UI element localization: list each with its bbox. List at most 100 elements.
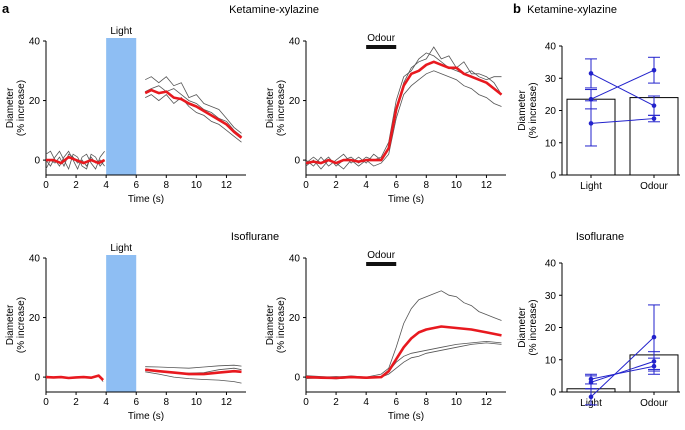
trace-line: [145, 76, 242, 134]
y-axis-label-unit: (% increase): [528, 299, 539, 355]
panel-label-a: a: [2, 1, 10, 16]
mean-trace-line: [305, 60, 503, 165]
chart-title: Ketamine-xylazine: [229, 4, 319, 16]
y-axis-label-unit: (% increase): [276, 80, 287, 136]
trace-line: [145, 94, 242, 143]
point-connector-line: [590, 360, 655, 383]
x-tick-label: Odour: [640, 398, 668, 409]
data-point: [588, 376, 594, 382]
y-axis-label-unit: (% increase): [276, 297, 287, 353]
x-tick-label: 10: [451, 397, 463, 408]
chart-ket-odour: Odour 0 2 4 6 8 10 12 0 20 40 Time (s) Diameter (% in…: [265, 33, 506, 205]
x-tick-label: 10: [191, 180, 203, 191]
y-tick-label: 40: [545, 42, 557, 53]
point-connector-line: [590, 336, 655, 398]
y-tick-label: 20: [289, 313, 301, 324]
x-tick-label: 12: [481, 180, 493, 191]
y-tick-label: 30: [545, 291, 557, 302]
y-tick-label: 20: [29, 96, 41, 107]
trace-line: [305, 46, 502, 167]
x-tick-label: 6: [133, 397, 139, 408]
y-tick-label: 0: [34, 373, 40, 384]
y-tick-label: 10: [545, 355, 557, 366]
x-axis-label: Time (s): [128, 194, 164, 205]
trace-line: [305, 70, 502, 170]
y-tick-label: 0: [550, 388, 556, 399]
mean-trace-line: [46, 155, 106, 165]
y-tick-label: 30: [545, 74, 557, 85]
trace-line: [306, 290, 502, 378]
odour-stimulus-bar: [366, 262, 397, 266]
x-tick-label: 8: [164, 180, 170, 191]
data-point: [588, 71, 594, 76]
trace-line: [145, 364, 242, 369]
x-tick-label: 4: [103, 180, 109, 191]
x-axis-label: Time (s): [388, 194, 424, 205]
y-axis-label-unit: (% increase): [16, 80, 27, 136]
y-tick-label: 40: [545, 259, 557, 270]
x-tick-label: 12: [481, 397, 493, 408]
x-tick-label: Odour: [640, 181, 668, 192]
y-tick-label: 40: [29, 37, 41, 48]
data-point: [588, 394, 594, 400]
x-tick-label: 0: [303, 180, 309, 191]
y-tick-label: 20: [29, 313, 41, 324]
x-tick-label: 2: [333, 180, 339, 191]
stimulus-label: Odour: [367, 250, 395, 261]
trace-line: [45, 150, 105, 171]
x-axis-label: Time (s): [128, 411, 164, 422]
y-axis-label: Diameter: [517, 307, 528, 348]
chart-title: Isoflurane: [576, 231, 624, 243]
y-tick-label: 0: [34, 156, 40, 167]
trace-line: [305, 52, 502, 167]
panel-label-b: b: [513, 1, 521, 16]
y-axis-label-unit: (% increase): [16, 297, 27, 353]
y-tick-label: 0: [550, 171, 556, 182]
point-connector-line: [590, 365, 655, 380]
data-point: [651, 363, 657, 369]
mean-trace-line: [144, 88, 243, 139]
x-tick-label: 8: [424, 397, 430, 408]
stimulus-label: Odour: [367, 33, 395, 44]
x-tick-label: 0: [43, 180, 49, 191]
chart-iso-light: Isoflurane Light 0 2 4 6 8 10 12 0 20 40 Time (s) Dia…: [5, 231, 279, 422]
x-tick-label: 0: [303, 397, 309, 408]
data-point: [651, 103, 657, 108]
point-connector-line: [590, 118, 655, 124]
data-point: [588, 121, 594, 126]
y-tick-label: 20: [289, 96, 301, 107]
point-connector-line: [590, 72, 655, 107]
x-tick-label: 4: [363, 180, 369, 191]
x-tick-label: 10: [451, 180, 463, 191]
x-tick-label: 12: [221, 180, 233, 191]
x-tick-label: 4: [103, 397, 109, 408]
chart-ket-bars: Ketamine-xylazine 0 10 20 30 40 Diameter (% inc…: [517, 4, 680, 192]
stimulus-label: Light: [110, 26, 132, 37]
point-connector-line: [590, 69, 655, 100]
stimulus-label: Light: [110, 243, 132, 254]
y-tick-label: 40: [289, 254, 301, 265]
x-tick-label: 8: [164, 397, 170, 408]
x-tick-label: 2: [333, 397, 339, 408]
y-axis-label: Diameter: [5, 87, 16, 128]
trace-line: [145, 371, 242, 384]
x-tick-label: 10: [191, 397, 203, 408]
y-axis-label: Diameter: [5, 304, 16, 345]
y-axis-label-unit: (% increase): [528, 82, 539, 138]
data-point: [651, 334, 657, 340]
x-tick-label: 12: [221, 397, 233, 408]
x-tick-label: 4: [363, 397, 369, 408]
x-tick-label: 0: [43, 397, 49, 408]
chart-title: Isoflurane: [231, 231, 279, 243]
y-tick-label: 0: [294, 156, 300, 167]
data-point: [651, 67, 657, 73]
y-axis-label: Diameter: [265, 304, 276, 345]
light-stimulus-box: [106, 255, 137, 392]
x-tick-label: 2: [73, 397, 79, 408]
x-tick-label: Light: [580, 181, 602, 192]
chart-title: Ketamine-xylazine: [527, 4, 617, 16]
data-point: [651, 116, 657, 121]
x-axis-label: Time (s): [388, 411, 424, 422]
